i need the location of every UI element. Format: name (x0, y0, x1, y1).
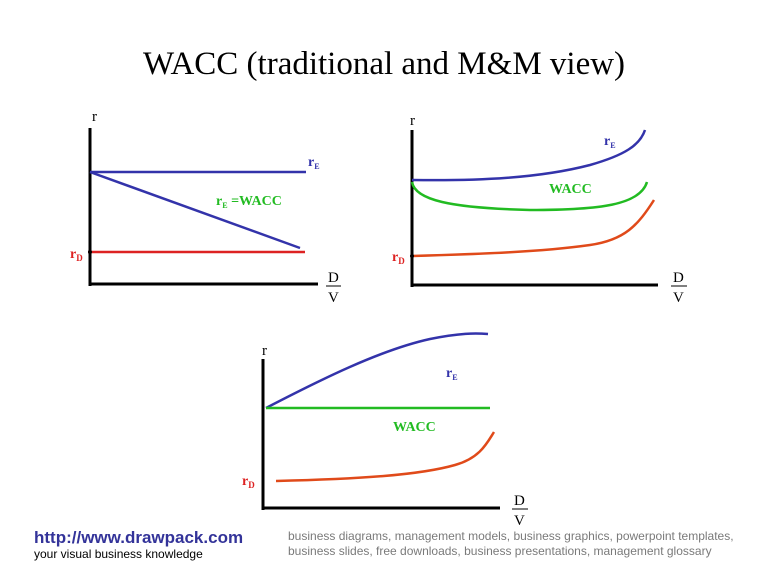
series-rd-curve (411, 199, 656, 258)
chart-traditional-view: r D V rE WACC rD (392, 113, 687, 306)
y-axis-label: r (262, 343, 267, 359)
svg-text:V: V (673, 290, 684, 306)
page-title: WACC (traditional and M&M view) (142, 46, 626, 82)
series-re-curve (265, 332, 489, 410)
label-re: rE (308, 155, 320, 171)
chart-mm-view: r D V rE rE =WACC rD (70, 109, 341, 306)
footer-tagline: your visual business knowledge (34, 547, 203, 561)
svg-text:D: D (328, 270, 339, 286)
label-re: rE (604, 134, 616, 150)
svg-text:D: D (514, 493, 525, 509)
chart-mm-concave-view: r D V rE WACC rD (242, 332, 528, 529)
label-re-wacc: rE =WACC (216, 194, 282, 210)
label-rd: rD (242, 474, 255, 490)
series-re-wacc-line (89, 170, 301, 250)
y-axis-label: r (92, 109, 97, 125)
footer-description: business diagrams, management models, bu… (288, 529, 734, 558)
series-re-curve (411, 129, 647, 182)
rd-axis-tick (410, 254, 414, 258)
label-rd: rD (70, 247, 83, 263)
label-wacc: WACC (549, 182, 592, 197)
label-re: rE (446, 366, 458, 382)
label-wacc: WACC (393, 420, 436, 435)
svg-text:V: V (328, 290, 339, 306)
series-wacc-curve (410, 181, 649, 212)
svg-text:V: V (514, 513, 525, 529)
svg-text:D: D (673, 270, 684, 286)
rd-axis-tick (88, 250, 92, 254)
y-axis-label: r (410, 113, 415, 129)
x-axis-label: D V (326, 270, 341, 306)
footer-url-link[interactable]: http://www.drawpack.com (34, 528, 244, 547)
x-axis-label: D V (512, 493, 528, 529)
label-rd: rD (392, 250, 405, 266)
series-rd-curve (275, 431, 496, 483)
x-axis-label: D V (671, 270, 687, 306)
